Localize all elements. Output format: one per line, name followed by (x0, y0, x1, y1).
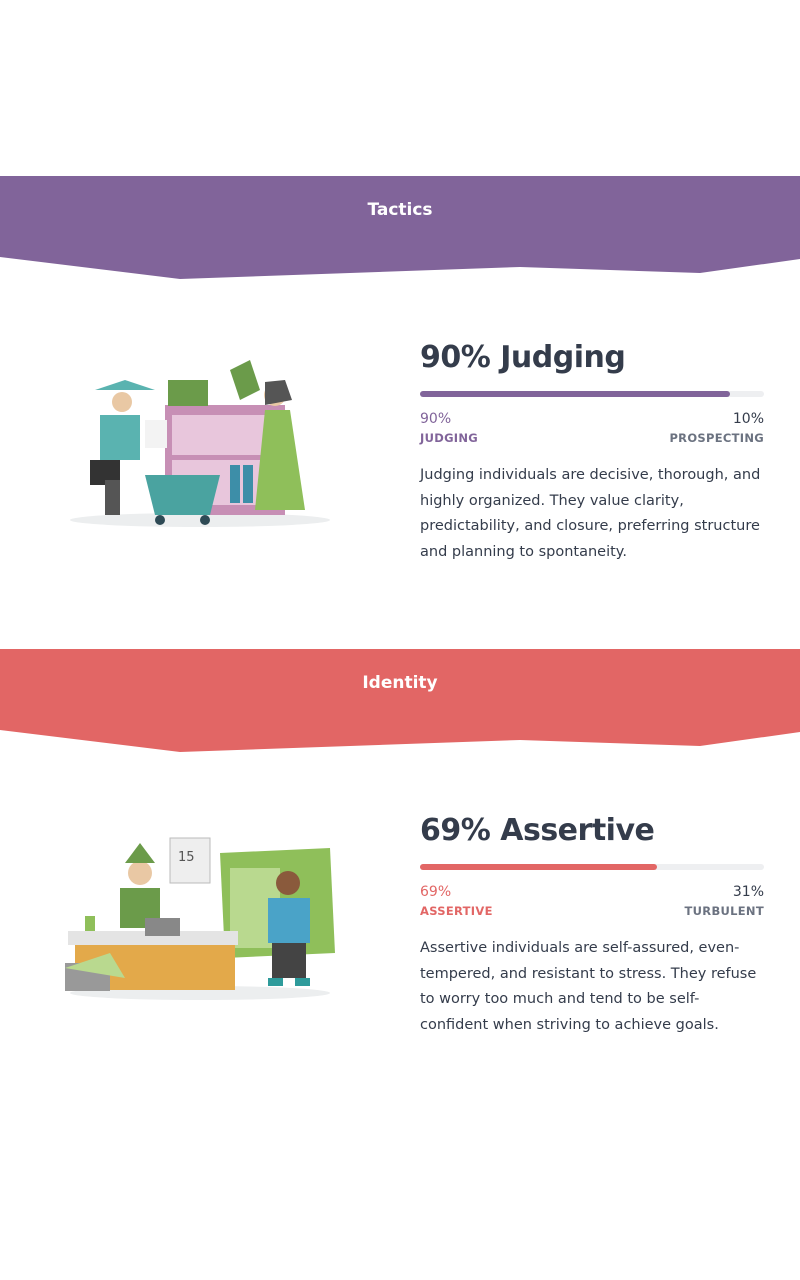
right-percent: 31% (732, 884, 764, 900)
left-percent: 90% (420, 411, 452, 427)
trait-description: Judging individuals are decisive, thorou… (420, 467, 761, 560)
tactics-content: 90% Judging 90% 10% JUDGING PROSPECTING … (420, 340, 764, 565)
identity-content: 69% Assertive 69% 31% ASSERTIVE TURBULEN… (420, 813, 764, 1038)
trait-progress-fill (420, 391, 730, 397)
right-trait-label: TURBULENT (684, 904, 764, 918)
trait-progress-bar (420, 864, 764, 870)
trait-progress-bar (420, 391, 764, 397)
left-trait-label: ASSERTIVE (420, 904, 493, 918)
banner-shape (0, 176, 800, 279)
identity-banner: Identity (0, 649, 800, 759)
tactics-banner: Tactics (0, 176, 800, 286)
left-percent: 69% (420, 884, 452, 900)
trait-heading: 69% Assertive (420, 813, 655, 848)
calendar-day: 15 (178, 850, 195, 865)
right-percent: 10% (732, 411, 764, 427)
banner-title: Tactics (367, 200, 433, 220)
trait-heading: 90% Judging (420, 340, 626, 375)
tactics-illustration (60, 360, 340, 530)
banner-title: Identity (362, 673, 438, 693)
identity-illustration: 15 (60, 833, 340, 1003)
right-trait-label: PROSPECTING (669, 431, 764, 445)
trait-progress-fill (420, 864, 658, 870)
trait-description: Assertive individuals are self-assured, … (420, 940, 757, 1033)
banner-shape (0, 649, 800, 752)
left-trait-label: JUDGING (420, 431, 479, 445)
